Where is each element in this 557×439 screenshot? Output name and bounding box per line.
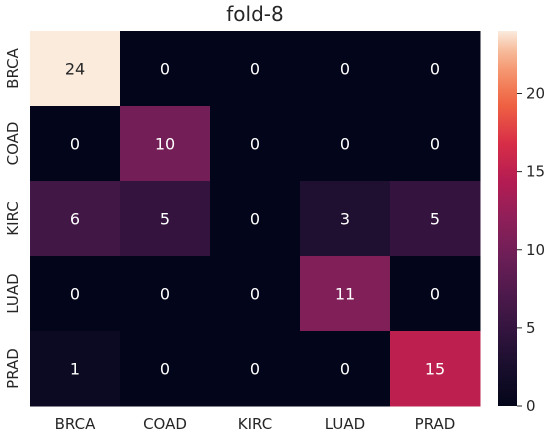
- heatmap-cell: [390, 106, 481, 182]
- y-tick-label: BRCA: [4, 47, 22, 88]
- heatmap-cell-value: 0: [340, 60, 350, 79]
- heatmap-cell-value: 0: [430, 135, 440, 154]
- colorbar-tick-label: 5: [526, 319, 536, 337]
- heatmap-cell: [120, 331, 211, 407]
- heatmap-cell: [120, 181, 211, 257]
- heatmap-cell-value: 3: [340, 210, 350, 229]
- heatmap-cell: [300, 106, 391, 182]
- heatmap-cell-value: 0: [70, 135, 80, 154]
- heatmap-cell-value: 0: [430, 285, 440, 304]
- heatmap-cell-value: 10: [155, 135, 175, 154]
- x-tick-label: LUAD: [325, 415, 365, 433]
- colorbar-tick-label: 20: [526, 85, 545, 103]
- heatmap-cell: [300, 331, 391, 407]
- heatmap-cell-value: 24: [65, 60, 85, 79]
- heatmap-cell-value: 0: [340, 360, 350, 379]
- heatmap-cell-value: 0: [250, 135, 260, 154]
- heatmap-cell: [390, 181, 481, 257]
- x-tick-label: PRAD: [415, 415, 456, 433]
- heatmap-cell: [390, 256, 481, 332]
- x-tick-label: COAD: [143, 415, 187, 433]
- heatmap-cell-value: 0: [250, 60, 260, 79]
- y-tick-label: LUAD: [4, 273, 22, 313]
- heatmap-cell-value: 15: [425, 360, 445, 379]
- heatmap-cell-labels: 24 0 0 0 00 10 0 0 06 5 0 3 50 0 0 11 01 0 0 0 15: [65, 60, 445, 379]
- y-tick-label: COAD: [4, 122, 22, 166]
- heatmap-cell: [30, 181, 121, 257]
- heatmap-cell-value: 0: [160, 360, 170, 379]
- heatmap-cell: [390, 331, 481, 407]
- colorbar-tick-label: 10: [526, 241, 545, 259]
- chart-title: fold-8: [226, 2, 283, 26]
- y-axis-ticks: BRCA COAD KIRC LUAD PRAD: [4, 47, 22, 388]
- colorbar-tick-label: 0: [526, 397, 536, 415]
- heatmap-cell: [30, 106, 121, 182]
- x-tick-label: BRCA: [55, 415, 96, 433]
- y-tick-label: KIRC: [4, 201, 22, 235]
- heatmap-cell: [30, 31, 121, 107]
- y-tick-label: PRAD: [4, 348, 22, 389]
- colorbar-ticks: 0 5 10 15 20: [517, 85, 545, 415]
- heatmap-cell: [120, 106, 211, 182]
- x-tick-label: KIRC: [238, 415, 272, 433]
- heatmap-cell: [300, 31, 391, 107]
- heatmap-cell-value: 6: [70, 210, 80, 229]
- heatmap-cell: [210, 181, 301, 257]
- heatmap-cell-value: 0: [160, 60, 170, 79]
- heatmap-cell-value: 0: [250, 210, 260, 229]
- heatmap-cell-value: 0: [250, 360, 260, 379]
- heatmap-cell: [300, 181, 391, 257]
- heatmap-cell-value: 5: [430, 210, 440, 229]
- heatmap-cell: [30, 256, 121, 332]
- heatmap-cell: [210, 331, 301, 407]
- heatmap-cell: [210, 256, 301, 332]
- heatmap-cell: [30, 331, 121, 407]
- heatmap-cell: [390, 31, 481, 107]
- heatmap-cell-value: 0: [250, 285, 260, 304]
- heatmap-cell-value: 0: [340, 135, 350, 154]
- heatmap-cell-value: 0: [160, 285, 170, 304]
- heatmap-cells: [30, 31, 481, 407]
- heatmap-cell-value: 1: [70, 360, 80, 379]
- heatmap-cell: [210, 106, 301, 182]
- heatmap-cell: [300, 256, 391, 332]
- heatmap-cell: [210, 31, 301, 107]
- heatmap-cell-value: 5: [160, 210, 170, 229]
- colorbar: [498, 31, 517, 406]
- heatmap-cell-value: 11: [335, 285, 355, 304]
- heatmap-cell-value: 0: [430, 60, 440, 79]
- heatmap-cell-value: 0: [70, 285, 80, 304]
- heatmap-cell: [120, 256, 211, 332]
- colorbar-tick-label: 15: [526, 163, 545, 181]
- x-axis-ticks: BRCA COAD KIRC LUAD PRAD: [55, 415, 456, 433]
- heatmap-cell: [120, 31, 211, 107]
